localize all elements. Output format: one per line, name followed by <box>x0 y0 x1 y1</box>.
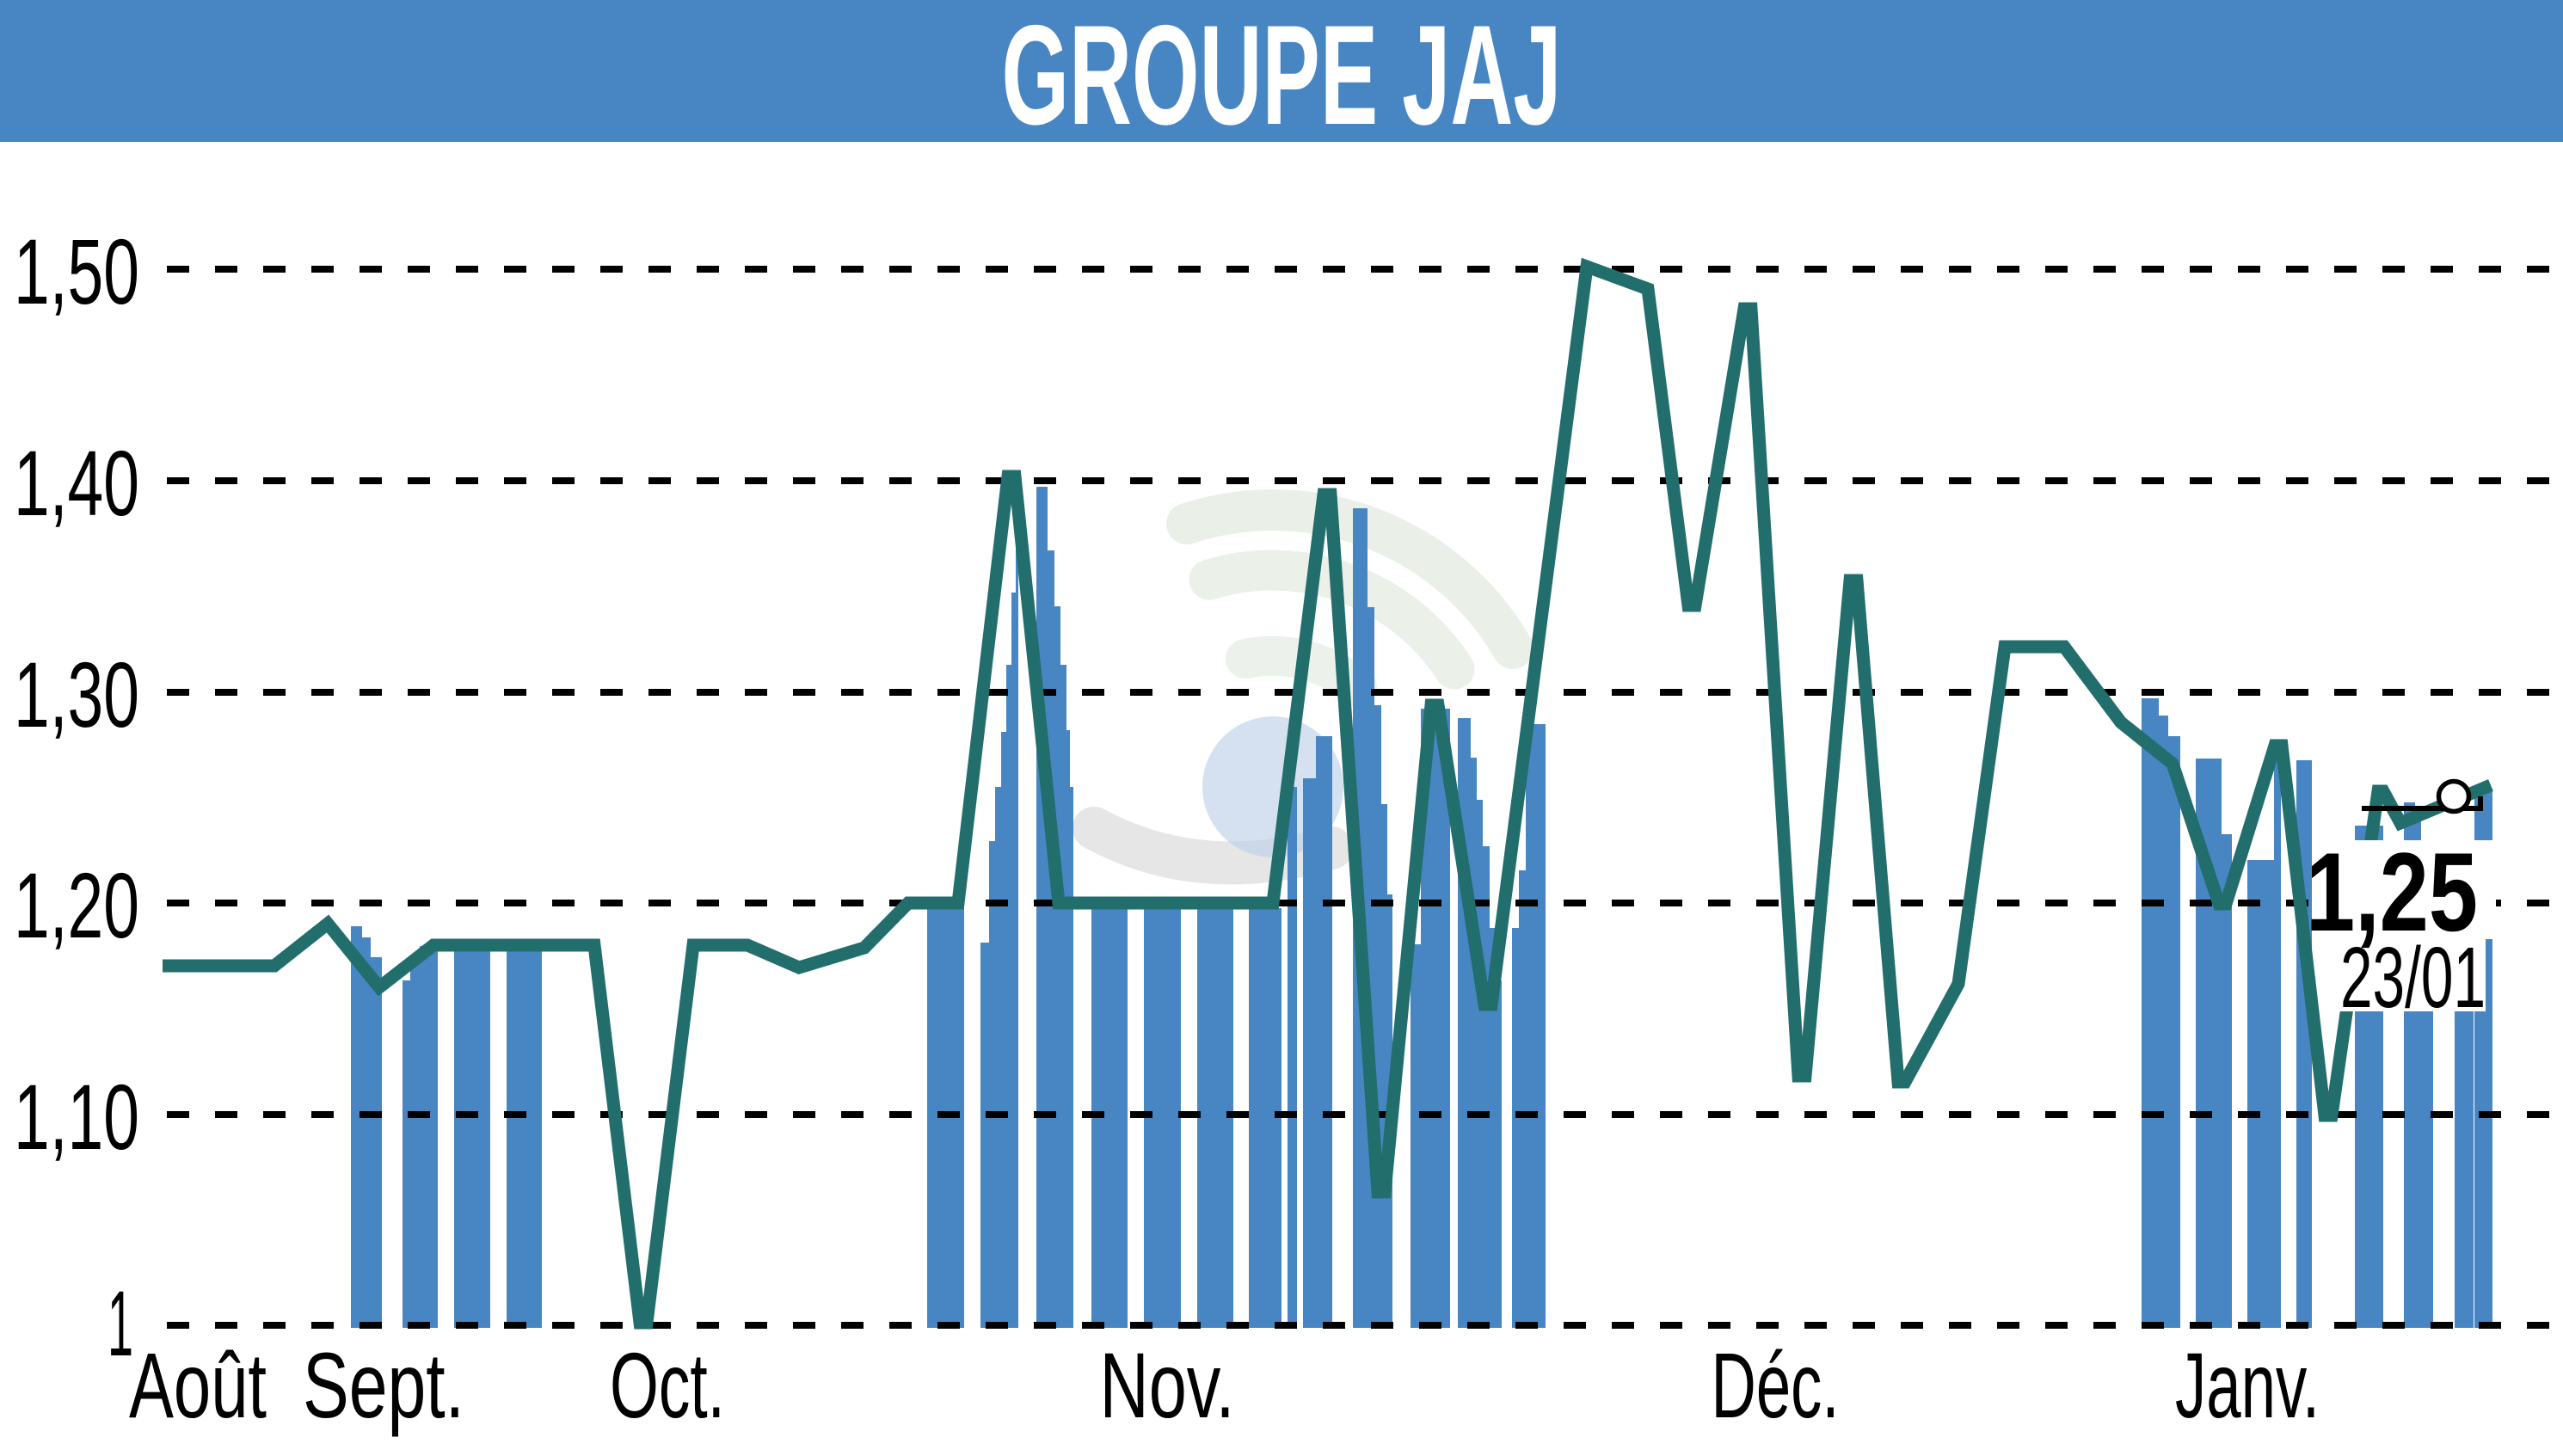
svg-text:1,40: 1,40 <box>14 431 139 535</box>
svg-text:Nov.: Nov. <box>1100 1333 1235 1437</box>
svg-text:GROUPE JAJ: GROUPE JAJ <box>1002 0 1562 154</box>
svg-text:1: 1 <box>108 1271 133 1375</box>
svg-text:1,30: 1,30 <box>14 642 139 746</box>
svg-text:Oct.: Oct. <box>610 1333 725 1437</box>
svg-text:1,10: 1,10 <box>14 1065 139 1169</box>
svg-text:1,50: 1,50 <box>14 219 139 323</box>
svg-text:Sept.: Sept. <box>303 1333 464 1437</box>
svg-text:Août: Août <box>129 1333 267 1437</box>
svg-text:Janv.: Janv. <box>2175 1333 2320 1437</box>
svg-text:1,25: 1,25 <box>2306 829 2478 955</box>
svg-text:1,20: 1,20 <box>14 853 139 957</box>
svg-text:23/01: 23/01 <box>2340 930 2486 1026</box>
svg-text:Déc.: Déc. <box>1712 1333 1840 1437</box>
